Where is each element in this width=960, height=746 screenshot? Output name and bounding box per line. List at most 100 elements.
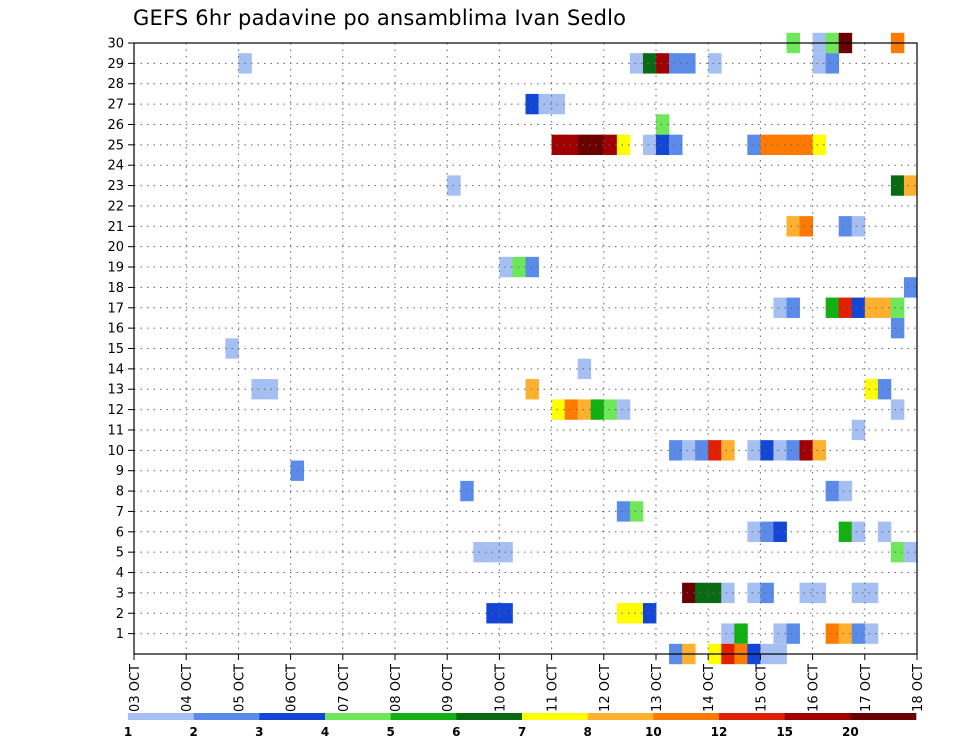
heatmap-cell: [656, 114, 670, 135]
x-tick-label: 06 OCT: [285, 664, 300, 712]
heatmap-cell: [890, 297, 905, 318]
y-tick-label: 9: [116, 464, 124, 479]
heatmap-cell: [799, 134, 813, 156]
y-tick-label: 15: [107, 342, 124, 357]
colorbar-label: 8: [583, 725, 591, 739]
y-tick-label: 13: [107, 383, 124, 398]
heatmap-cell: [773, 521, 787, 542]
heatmap-cell: [760, 582, 774, 604]
colorbar-segment: [719, 713, 785, 720]
y-tick-label: 24: [107, 159, 124, 174]
heatmap-cell: [708, 582, 722, 604]
heatmap-cell: [851, 582, 866, 604]
heatmap-cell: [825, 623, 840, 644]
heatmap-cell: [760, 440, 774, 461]
colorbar-segment: [850, 713, 917, 720]
y-tick-label: 26: [107, 118, 124, 133]
x-tick-label: 15 OCT: [754, 664, 769, 712]
heatmap-cell: [903, 175, 918, 196]
heatmap-cell: [629, 603, 644, 624]
heatmap-cell: [747, 521, 761, 542]
y-tick-label: 12: [107, 403, 124, 418]
heatmap-cell: [773, 134, 787, 156]
heatmap-cell: [525, 256, 539, 278]
heatmap-cell: [721, 582, 735, 604]
heatmap-cell: [669, 440, 683, 461]
heatmap-cell: [721, 623, 735, 644]
y-tick-label: 10: [107, 444, 124, 459]
colorbar-segment: [784, 713, 851, 720]
heatmap-cell: [838, 216, 853, 237]
heatmap-cell: [812, 582, 827, 604]
colorbar-label: 4: [321, 725, 329, 739]
x-tick-label: 05 OCT: [232, 664, 247, 712]
colorbar-label: 7: [518, 725, 526, 739]
heatmap-cell: [525, 379, 539, 400]
heatmap-cell: [825, 297, 840, 318]
y-tick-label: 25: [107, 138, 124, 153]
y-tick-label: 11: [107, 423, 124, 438]
colorbar-segment: [653, 713, 720, 720]
heatmap-cell: [864, 379, 879, 400]
heatmap-cell: [551, 93, 566, 115]
colorbar-segment: [522, 713, 588, 720]
heatmap-cell: [838, 480, 853, 502]
x-tick-label: 09 OCT: [441, 664, 456, 712]
heatmap-cell: [473, 541, 487, 563]
heatmap-cell: [825, 53, 840, 74]
heatmap-cell: [721, 440, 735, 461]
heatmap-cell: [708, 440, 722, 461]
heatmap-cell: [773, 623, 787, 644]
heatmap-cell: [812, 53, 827, 74]
heatmap-cell: [799, 582, 813, 604]
y-tick-label: 28: [107, 77, 124, 92]
heatmap-cell: [564, 399, 579, 420]
heatmap-cell: [682, 582, 696, 604]
heatmap-cell: [499, 541, 513, 563]
heatmap-cell: [629, 53, 644, 74]
heatmap-cell: [773, 440, 787, 461]
heatmap-cell: [551, 134, 566, 156]
colorbar-segment: [587, 713, 654, 720]
x-tick-label: 13 OCT: [650, 664, 665, 712]
heatmap-cell: [877, 297, 892, 318]
y-tick-label: 17: [107, 301, 124, 316]
x-tick-label: 08 OCT: [389, 664, 404, 712]
heatmap-cell: [590, 134, 605, 156]
y-tick-label: 3: [116, 586, 124, 601]
heatmap-cell: [682, 53, 696, 74]
heatmap-cell: [825, 480, 840, 502]
heatmap-cell: [564, 134, 579, 156]
heatmap-cell: [695, 582, 709, 604]
heatmap-cell: [812, 440, 827, 461]
heatmap-cell: [864, 297, 879, 318]
y-tick-label: 6: [116, 525, 124, 540]
colorbar-label: 2: [189, 725, 197, 739]
heatmap-cell: [486, 541, 500, 563]
heatmap-cell: [903, 277, 918, 298]
x-tick-label: 17 OCT: [859, 664, 874, 712]
heatmap-cell: [903, 541, 918, 563]
heatmap-cell: [603, 134, 618, 156]
heatmap-cell: [577, 134, 592, 156]
colorbar-label: 6: [452, 725, 460, 739]
colorbar-segment: [390, 713, 457, 720]
heatmap-cell: [773, 297, 787, 318]
y-tick-label: 21: [107, 220, 124, 235]
x-tick-label: 03 OCT: [128, 664, 143, 712]
heatmap-cell: [642, 53, 657, 74]
heatmap-cell: [890, 399, 905, 420]
heatmap-cell: [747, 582, 761, 604]
heatmap-cell: [786, 440, 800, 461]
heatmap-cell: [799, 216, 813, 237]
x-tick-label: 04 OCT: [180, 664, 195, 712]
heatmap-cell: [890, 541, 905, 563]
heatmap-cell: [616, 399, 631, 420]
heatmap-cell: [708, 53, 722, 74]
heatmap-cell: [512, 256, 526, 278]
y-tick-label: 22: [107, 199, 124, 214]
colorbar-segment: [456, 713, 523, 720]
y-tick-label: 30: [107, 37, 124, 52]
heatmap-cell: [486, 603, 500, 624]
colorbar-label: 10: [645, 725, 662, 739]
